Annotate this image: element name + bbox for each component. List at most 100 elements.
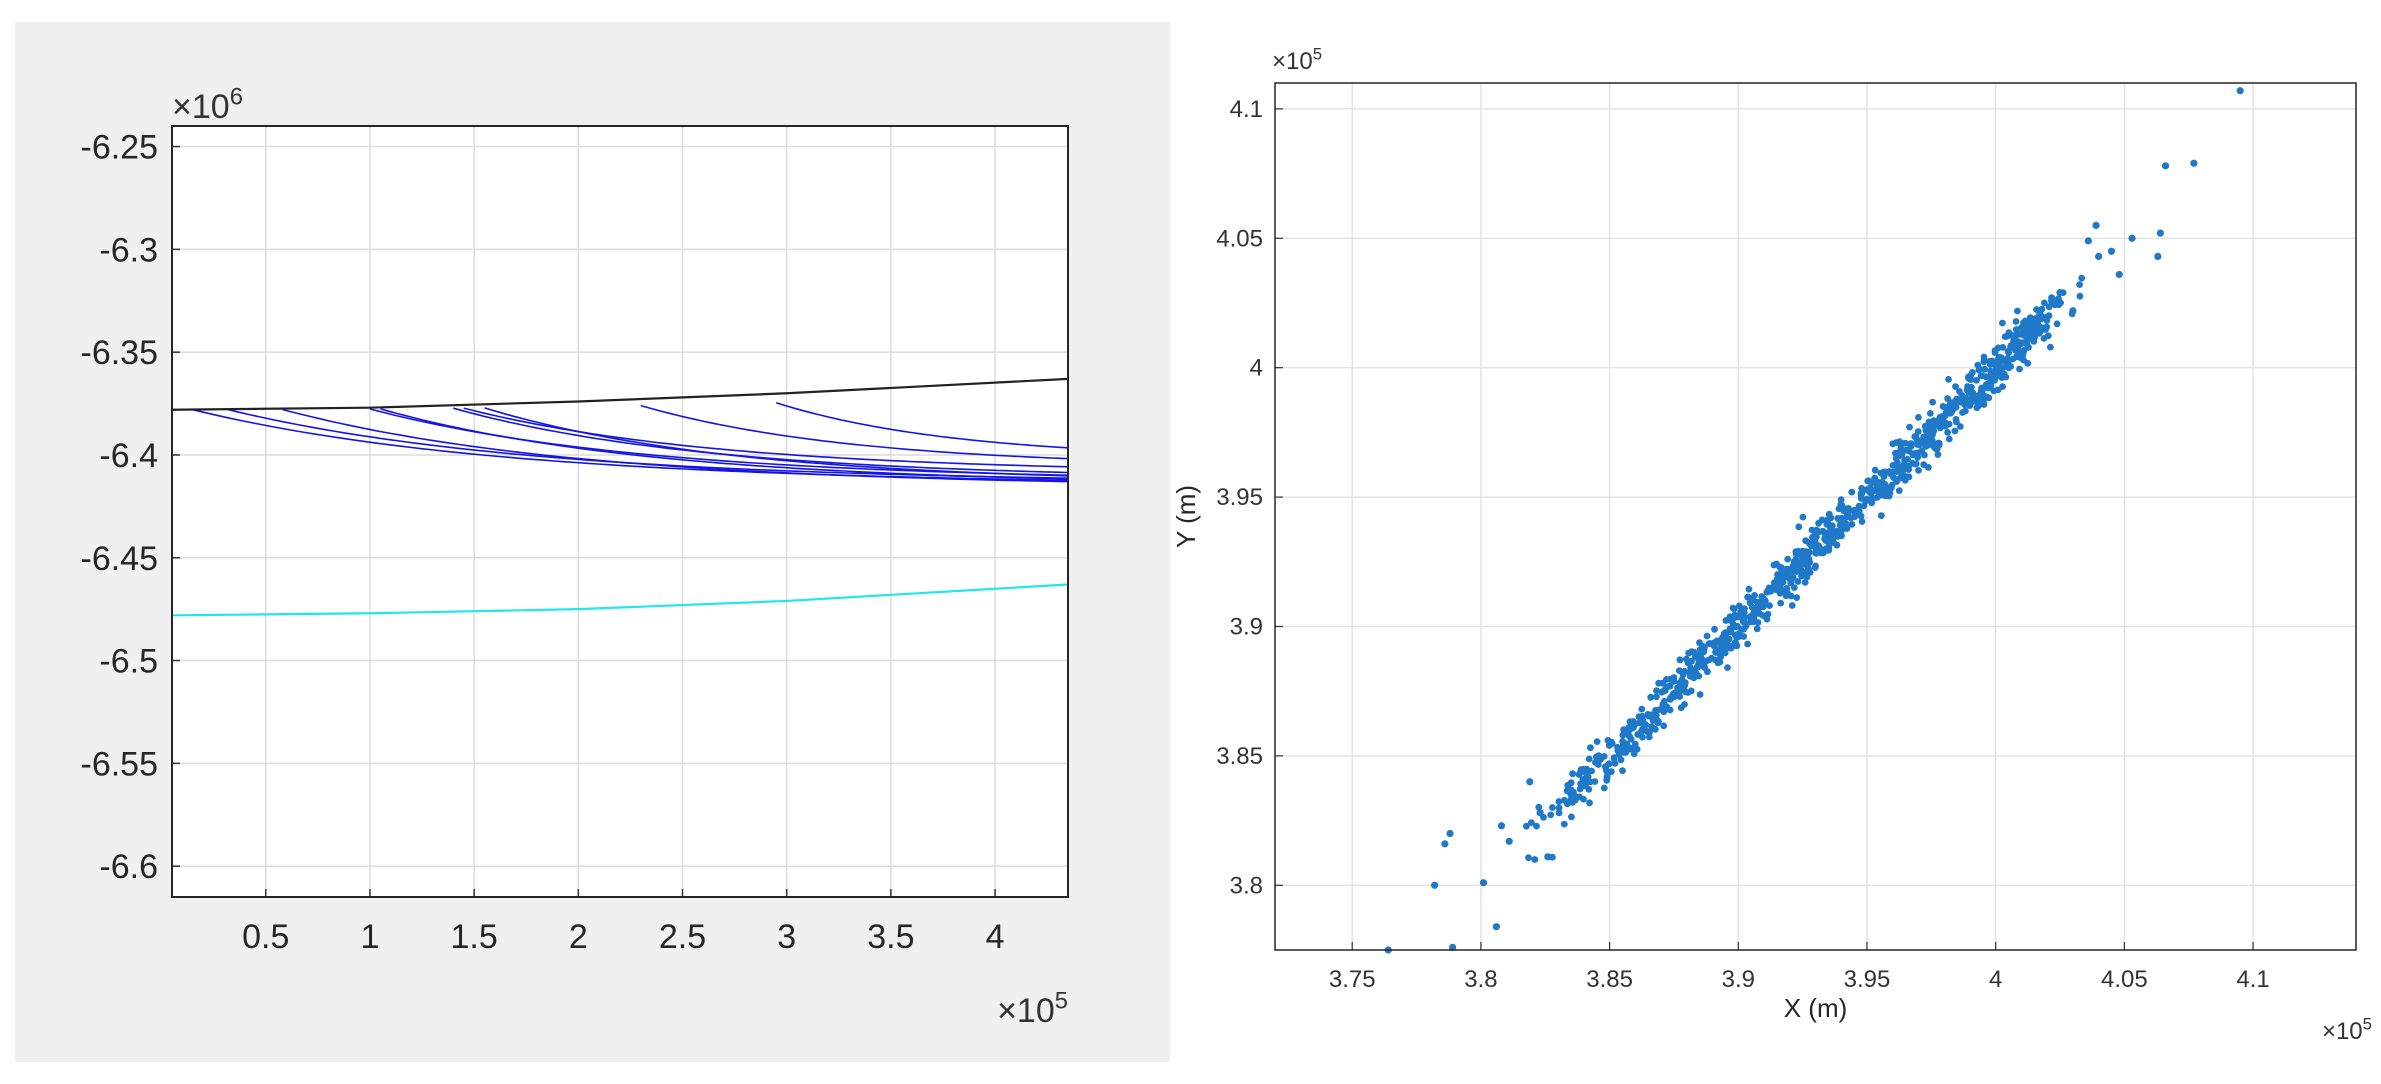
scatter-point <box>1900 460 1908 468</box>
scatter-point <box>1739 618 1747 626</box>
scatter-point <box>1430 881 1439 889</box>
ray-paths-chart: 0.5 1 1.5 2 2.5 3 3.5 4 -6.25 -6.3 -6.35 -6.4 -6.45 -… <box>81 83 1069 1030</box>
scatter-point <box>1615 747 1622 754</box>
y-tick-label: -6.45 <box>81 540 159 578</box>
scatter-point <box>1730 605 1738 613</box>
scatter-point <box>1887 484 1895 492</box>
scatter-point <box>1920 433 1927 441</box>
lower-boundary-line <box>171 583 1069 617</box>
scatter-point <box>2014 307 2021 315</box>
scatter-point <box>1992 359 2000 366</box>
scatter-point <box>1527 819 1535 826</box>
scatter-point <box>1909 451 1917 459</box>
scatter-point <box>1696 654 1704 662</box>
scatter-point <box>2190 159 2198 167</box>
scatter-point <box>1973 376 1980 384</box>
scatter-point <box>1867 487 1874 494</box>
scatter-point <box>1750 613 1758 620</box>
scatter-point <box>1732 641 1740 648</box>
scatter-point <box>1825 510 1833 518</box>
scatter-point <box>1857 495 1865 502</box>
x-tick-label: 3.85 <box>1586 966 1633 993</box>
scatter-point <box>1696 691 1704 698</box>
scatter-point <box>1838 518 1846 525</box>
scatter-point <box>1681 701 1688 708</box>
scatter-point <box>1904 456 1911 463</box>
scatter-point <box>1899 447 1907 455</box>
scatter-point <box>1767 587 1774 595</box>
scatter-point <box>1653 687 1660 694</box>
scatter-point <box>2047 343 2054 351</box>
scatter-point <box>1799 513 1807 521</box>
y-tick-label: -6.55 <box>81 745 159 783</box>
scatter-point <box>1763 615 1771 623</box>
scatter-point <box>1658 688 1666 696</box>
scatter-point <box>1569 770 1576 778</box>
scatter-point <box>2039 324 2047 332</box>
scatter-point <box>1479 879 1488 887</box>
scatter-point <box>1784 589 1791 597</box>
scatter-point <box>1911 433 1919 440</box>
scatter-point <box>2092 221 2100 229</box>
scatter-point <box>1745 585 1753 593</box>
scatter-point <box>1980 358 1988 366</box>
scatter-point <box>1794 578 1802 585</box>
scatter-point <box>1804 563 1812 571</box>
y-tick-label: -6.35 <box>81 334 159 372</box>
left-chart-panel: 0.5 1 1.5 2 2.5 3 3.5 4 -6.25 -6.3 -6.35 -6.4 -6.45 -… <box>15 22 1170 1062</box>
scatter-point <box>1871 474 1879 482</box>
scatter-point <box>1938 413 1946 420</box>
scatter-point <box>1525 854 1532 862</box>
scatter-point <box>1871 479 1879 487</box>
scatter-point <box>2057 299 2064 307</box>
scatter-point <box>1798 572 1805 580</box>
scatter-point <box>1630 750 1638 758</box>
scatter-point <box>1663 703 1671 711</box>
scatter-point <box>1943 405 1950 413</box>
scatter-point <box>1999 344 2007 351</box>
scatter-point <box>1890 474 1897 481</box>
scatter-point <box>1766 602 1773 609</box>
y-tick-label: 3.95 <box>1216 484 1263 511</box>
scatter-point <box>2050 297 2057 304</box>
scatter-point <box>2020 356 2027 364</box>
scatter-point <box>1978 384 1985 392</box>
scatter-point <box>2161 162 2170 170</box>
scatter-point <box>1915 467 1922 474</box>
scatter-point <box>1825 546 1833 554</box>
exponent-label: ×105 <box>2322 1014 2372 1045</box>
scatter-point <box>1999 383 2006 390</box>
scatter-point <box>1817 545 1824 553</box>
scatter-point <box>1626 726 1633 734</box>
ray-curve <box>776 402 1069 449</box>
scatter-point <box>1843 523 1850 531</box>
scatter-point <box>1979 392 1987 399</box>
scatter-point <box>1877 512 1885 519</box>
scatter-point <box>1991 376 1998 384</box>
scatter-point <box>1631 740 1639 748</box>
scatter-point <box>1795 523 1803 531</box>
scatter-point <box>1793 594 1801 601</box>
scatter-point <box>1777 599 1785 607</box>
scatter-point <box>1913 441 1921 448</box>
scatter-point <box>1906 423 1913 431</box>
scatter-point <box>2084 237 2092 245</box>
scatter-point <box>1951 427 1959 435</box>
scatter-point <box>1784 555 1792 563</box>
scatter-point <box>1703 632 1711 640</box>
scatter-point <box>1889 468 1897 476</box>
scatter-point <box>1935 439 1942 447</box>
scatter-point <box>1906 440 1914 448</box>
scatter-point <box>1676 656 1684 664</box>
scatter-point <box>1802 556 1810 564</box>
scatter-point <box>1777 585 1785 593</box>
ray-curve <box>282 408 1069 483</box>
scatter-point <box>1981 365 1988 373</box>
scatter-point <box>1688 669 1696 676</box>
scatter-point <box>2002 373 2010 381</box>
scatter-point <box>1750 618 1758 625</box>
scatter-point <box>1492 923 1500 931</box>
scatter-point <box>2020 348 2027 356</box>
scatter-point <box>1830 528 1837 535</box>
scatter-point <box>1798 567 1806 575</box>
